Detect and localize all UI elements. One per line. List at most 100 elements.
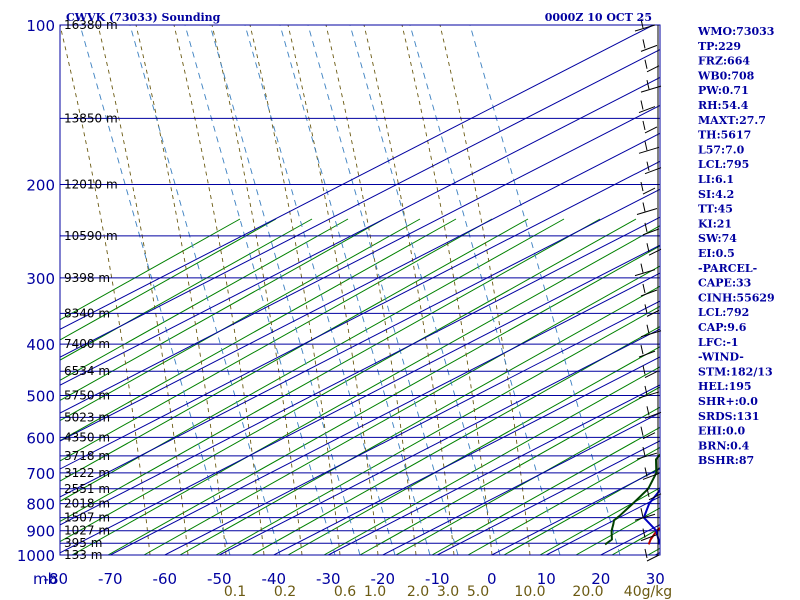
wind-barb xyxy=(636,452,658,460)
wind-barb xyxy=(644,167,662,175)
height-label: 7400 m xyxy=(64,337,110,351)
index-line: TT:45 xyxy=(698,203,733,216)
index-line: TH:5617 xyxy=(698,129,751,142)
wind-barb-flag xyxy=(646,324,650,334)
wind-barb-flag xyxy=(644,59,648,69)
wind-barb xyxy=(640,289,658,297)
dry-adiabat-line xyxy=(60,218,529,482)
wind-barb-flag xyxy=(640,18,644,29)
dewpoint-line xyxy=(604,453,660,546)
temp-tick-label: -70 xyxy=(98,570,123,588)
dry-adiabat-line xyxy=(60,218,565,502)
wind-barb xyxy=(646,309,660,317)
height-label: 2551 m xyxy=(64,482,110,496)
wind-barb xyxy=(634,513,656,521)
dry-adiabat-line xyxy=(287,346,660,555)
index-line: PW:0.71 xyxy=(698,84,749,97)
wind-barb xyxy=(634,269,656,277)
wind-barb-flag xyxy=(642,202,646,212)
dry-adiabat-line xyxy=(60,218,601,522)
index-line: LFC:-1 xyxy=(698,336,739,349)
pressure-tick-label: 200 xyxy=(26,177,55,195)
index-line: EI:0.5 xyxy=(698,247,735,260)
height-label: 12010 m xyxy=(64,178,118,192)
wind-barb-flag xyxy=(642,283,646,294)
temp-tick-label: -40 xyxy=(262,570,287,588)
wind-barb xyxy=(644,126,658,134)
moist-adiabat-line xyxy=(135,25,227,555)
height-label: 9398 m xyxy=(64,271,110,285)
wind-barb xyxy=(644,371,658,378)
wind-barb xyxy=(642,432,656,440)
dry-adiabat-line xyxy=(60,218,241,321)
moist-adiabat-line xyxy=(173,25,265,555)
wind-barb xyxy=(638,350,656,358)
mixing-ratio-line xyxy=(184,25,336,555)
mixing-ratio-lines xyxy=(79,25,621,555)
wind-barb-flag xyxy=(644,222,648,232)
wind-barb xyxy=(638,146,660,154)
wind-barb-flag xyxy=(640,508,644,518)
index-line: CAPE:33 xyxy=(698,277,751,290)
dry-adiabat-line xyxy=(60,218,493,462)
isotherm-line xyxy=(60,132,660,442)
dry-adiabat-line xyxy=(71,225,660,555)
isotherm-line xyxy=(60,76,660,386)
pressure-tick-label: 700 xyxy=(26,465,55,483)
profile-lines xyxy=(604,453,660,546)
height-label: 4350 m xyxy=(64,430,110,444)
pressure-tick-label: 900 xyxy=(26,523,55,541)
mixing-ratio-line xyxy=(349,25,501,555)
pressure-tick-label: 600 xyxy=(26,429,55,447)
index-line: SHR+:0.0 xyxy=(698,395,758,408)
pressure-tick-label: 400 xyxy=(26,336,55,354)
mixing-ratio-line xyxy=(79,25,231,555)
mixing-ratio-label: 20.0 xyxy=(572,584,603,600)
height-label: 3122 m xyxy=(64,466,110,480)
isotherm-line xyxy=(110,272,660,555)
mixing-ratio-line xyxy=(469,25,621,555)
wind-barb-flag xyxy=(644,304,648,314)
moist-adiabat-line xyxy=(211,25,303,555)
moist-adiabat-line xyxy=(249,25,341,555)
height-label: 1027 m xyxy=(64,524,110,538)
isotherm-line xyxy=(60,104,660,414)
index-line: SI:4.2 xyxy=(698,188,734,201)
index-line: LI:6.1 xyxy=(698,173,734,186)
dry-adiabat-line xyxy=(60,218,421,422)
index-line: LCL:795 xyxy=(698,158,749,171)
wind-barb-flag xyxy=(646,80,650,90)
isotherm-line xyxy=(164,300,660,555)
wind-barb-flag xyxy=(646,243,650,253)
height-label: 3718 m xyxy=(64,449,110,463)
parcel-line xyxy=(642,488,660,545)
moist-adiabat-line xyxy=(401,25,493,555)
isotherm-line xyxy=(60,25,654,330)
dry-adiabat-line xyxy=(143,265,660,555)
index-line: KI:21 xyxy=(698,217,732,230)
wind-barb-flag xyxy=(644,385,648,396)
temp-tick-label: 10 xyxy=(537,570,556,588)
wind-barb xyxy=(642,472,660,480)
mixing-ratio-label: 3.0 xyxy=(437,584,459,600)
height-label: 10590 m xyxy=(64,229,118,243)
wind-barb xyxy=(640,534,658,542)
wind-barb-flag xyxy=(640,181,644,192)
wind-barb-flag xyxy=(646,161,650,171)
wind-barb-flag xyxy=(640,345,644,355)
height-label: 5023 m xyxy=(64,410,110,424)
index-line: FRZ:664 xyxy=(698,55,750,68)
wind-barb-flag xyxy=(640,100,644,110)
moist-adiabat-line xyxy=(97,25,189,555)
mixing-ratio-line xyxy=(129,25,281,555)
wind-barb-flag xyxy=(644,467,648,477)
moist-adiabat-line xyxy=(287,25,379,555)
index-line: STM:182/13 xyxy=(698,365,773,378)
wind-barbs xyxy=(634,18,662,562)
dry-adiabat-line xyxy=(215,305,660,555)
index-line: MAXT:27.7 xyxy=(698,114,766,127)
height-labels: 16380 m 13850 m 12010 m 10590 m 9398 m 8340 m… xyxy=(64,18,118,562)
dry-adiabat-line xyxy=(60,218,349,381)
wind-barb-flag xyxy=(646,487,650,497)
